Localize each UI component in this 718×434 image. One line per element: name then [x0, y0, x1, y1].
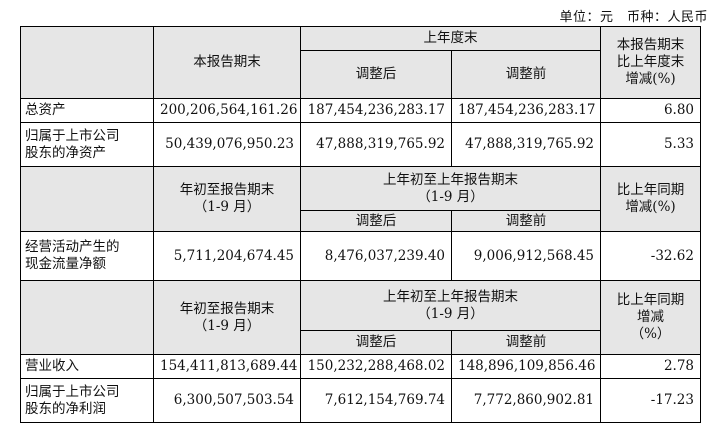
cell-before: 7,772,860,902.81	[451, 378, 601, 423]
cell-current: 154,411,813,689.44	[153, 354, 301, 379]
cell-change: -17.23	[600, 378, 701, 423]
section2-header-row: 年初至报告期末 （1-9 月） 上年初至上年报告期末 （1-9 月） 比上年同期…	[20, 166, 701, 232]
cell-change: 2.78	[600, 354, 701, 379]
row-label: 营业收入	[20, 354, 154, 379]
section3-subheader-row: 调整后 调整前	[21, 330, 701, 355]
section3-header-current: 年初至报告期末 （1-9 月）	[153, 280, 301, 355]
row-label: 归属于上市公司 股东的净利润	[20, 378, 154, 423]
unit-currency-line: 单位：元 币种：人民币	[559, 10, 708, 25]
cell-current: 5,711,204,674.45	[153, 231, 301, 281]
section2-subheader-row: 调整后 调整前	[21, 210, 701, 232]
section1-header-blank	[20, 26, 154, 99]
cell-before: 187,454,236,283.17	[451, 98, 601, 123]
section2-header-adjusted: 调整后	[300, 210, 452, 232]
table-row: 归属于上市公司 股东的净资产 50,439,076,950.23 47,888,…	[20, 122, 701, 167]
cell-adjusted: 7,612,154,769.74	[300, 378, 452, 423]
section1-header-last-year: 上年度末	[300, 26, 601, 51]
section3-header-change: 比上年同期 增减 （%）	[600, 280, 701, 355]
cell-before: 9,006,912,568.45	[451, 231, 601, 281]
cell-current: 200,206,564,161.26	[153, 98, 301, 123]
cell-current: 50,439,076,950.23	[153, 122, 301, 167]
cell-adjusted: 187,454,236,283.17	[300, 98, 452, 123]
cell-change: 5.33	[600, 122, 701, 167]
section1-header-adjusted: 调整后	[300, 50, 452, 99]
financial-data-table: 本报告期末 上年度末 本报告期末 比上年度末 增减(%) 调整后 调整前 总资产…	[20, 26, 701, 423]
section3-header-blank	[20, 280, 154, 355]
row-label: 归属于上市公司 股东的净资产	[20, 122, 154, 167]
section2-header-change: 比上年同期 增减(%)	[600, 166, 701, 232]
cell-current: 6,300,507,503.54	[153, 378, 301, 423]
section3-header-last-year: 上年初至上年报告期末 （1-9 月）	[300, 280, 601, 331]
section3-header-before: 调整前	[451, 330, 601, 355]
section1-header-before: 调整前	[451, 50, 601, 99]
cell-before: 148,896,109,856.46	[451, 354, 601, 379]
table-row: 归属于上市公司 股东的净利润 6,300,507,503.54 7,612,15…	[20, 378, 701, 423]
section2-header-before: 调整前	[451, 210, 601, 232]
section1-header-row: 本报告期末 上年度末 本报告期末 比上年度末 增减(%)	[20, 26, 701, 99]
cell-adjusted: 47,888,319,765.92	[300, 122, 452, 167]
cell-adjusted: 8,476,037,239.40	[300, 231, 452, 281]
row-label: 总资产	[20, 98, 154, 123]
table-row: 经营活动产生的 现金流量净额 5,711,204,674.45 8,476,03…	[20, 231, 701, 281]
table-row: 营业收入 154,411,813,689.44 150,232,288,468.…	[20, 354, 701, 379]
section1-subheader-row: 调整后 调整前	[21, 50, 701, 99]
section2-header-last-year: 上年初至上年报告期末 （1-9 月）	[300, 166, 601, 211]
section3-header-adjusted: 调整后	[300, 330, 452, 355]
cell-adjusted: 150,232,288,468.02	[300, 354, 452, 379]
cell-change: 6.80	[600, 98, 701, 123]
cell-before: 47,888,319,765.92	[451, 122, 601, 167]
table-row: 总资产 200,206,564,161.26 187,454,236,283.1…	[20, 98, 701, 123]
section1-header-current: 本报告期末	[153, 26, 301, 99]
section1-header-change: 本报告期末 比上年度末 增减(%)	[600, 26, 701, 99]
section3-header-row: 年初至报告期末 （1-9 月） 上年初至上年报告期末 （1-9 月） 比上年同期…	[20, 280, 701, 355]
cell-change: -32.62	[600, 231, 701, 281]
section2-header-blank	[20, 166, 154, 232]
section2-header-current: 年初至报告期末 （1-9 月）	[153, 166, 301, 232]
row-label: 经营活动产生的 现金流量净额	[20, 231, 154, 281]
